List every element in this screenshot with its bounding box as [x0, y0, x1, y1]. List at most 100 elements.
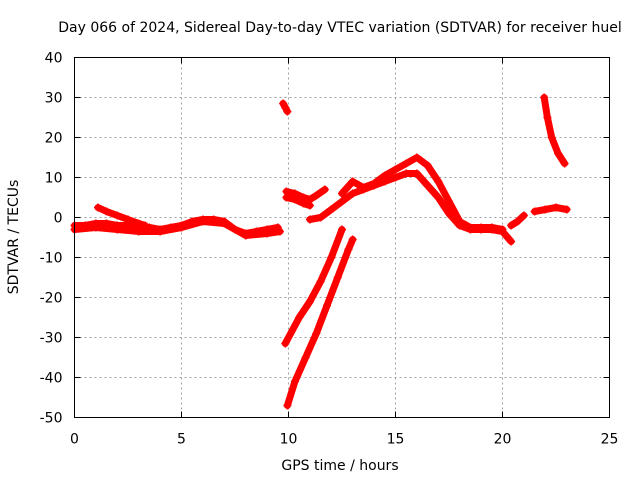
data-point	[290, 195, 299, 204]
data-point	[333, 273, 342, 282]
y-tick-label: -10	[40, 251, 63, 267]
data-point	[94, 203, 102, 212]
y-tick-label: -40	[40, 371, 63, 387]
data-point	[412, 169, 421, 178]
data-point	[282, 193, 291, 202]
data-point	[134, 219, 143, 228]
series-steep-b	[283, 236, 357, 409]
data-point	[344, 245, 353, 254]
data-point	[530, 207, 539, 216]
data-point	[177, 223, 186, 232]
data-point	[507, 237, 516, 246]
data-point	[455, 217, 464, 226]
data-point	[434, 177, 443, 186]
data-point	[301, 353, 310, 362]
axis-ticks: 0 5 10 15 20 25 -50 -40 -30 -20 -10 0 10 20 30 40	[40, 51, 619, 448]
data-point	[423, 181, 432, 190]
data-point	[312, 329, 321, 338]
data-point	[290, 377, 299, 386]
data-point	[391, 165, 400, 174]
data-point	[316, 277, 325, 286]
data-point	[305, 297, 314, 306]
data-point	[283, 107, 292, 116]
data-point	[380, 171, 389, 180]
data-point	[547, 133, 556, 142]
data-point	[402, 169, 411, 178]
data-point	[295, 313, 304, 322]
y-tick-label: 30	[45, 91, 63, 107]
data-point	[348, 235, 357, 244]
data-point	[552, 203, 560, 212]
data-point	[445, 197, 453, 206]
data-point	[156, 227, 165, 236]
data-point	[370, 179, 379, 188]
x-tick-label: 20	[494, 432, 512, 448]
data-point	[391, 173, 400, 182]
plot-frame	[74, 57, 610, 418]
data-point	[543, 113, 552, 122]
y-tick-label: -30	[40, 331, 63, 347]
data-point	[554, 149, 563, 158]
data-point	[540, 93, 549, 102]
data-point	[323, 301, 331, 310]
data-point	[312, 191, 321, 200]
x-axis-label: GPS time / hours	[281, 458, 398, 474]
y-tick-label: 0	[54, 211, 63, 227]
data-point	[513, 217, 522, 226]
data-point	[348, 189, 357, 198]
data-point	[359, 183, 368, 192]
data-point	[113, 211, 122, 220]
data-point	[241, 231, 250, 240]
data-point	[466, 223, 475, 232]
data-point	[305, 201, 314, 210]
x-tick-label: 0	[70, 432, 79, 448]
data-point	[338, 197, 346, 206]
series-flat-21.5-23h	[531, 204, 571, 215]
data-point	[91, 223, 100, 232]
data-point	[124, 215, 132, 224]
data-point	[320, 185, 329, 194]
data-point	[327, 205, 336, 214]
data-point	[412, 153, 421, 162]
data-point	[423, 161, 432, 170]
y-tick-label: 40	[45, 51, 63, 67]
data-point	[316, 213, 325, 222]
data-point	[299, 199, 308, 208]
series-rise-12.5-16h-b	[338, 154, 506, 233]
series-mid-10-11h-b	[282, 194, 314, 209]
data-point	[263, 229, 272, 238]
data-point	[102, 207, 111, 216]
x-tick-label: 15	[387, 432, 405, 448]
data-point	[507, 221, 516, 230]
series-steep-a	[281, 226, 346, 347]
data-point	[327, 253, 336, 262]
data-point	[220, 219, 229, 228]
data-point	[198, 217, 207, 226]
data-point	[283, 401, 292, 410]
data-point	[275, 227, 284, 236]
data-point	[348, 177, 357, 186]
data-point	[498, 225, 507, 234]
data-point	[134, 227, 143, 236]
data-point	[338, 225, 346, 234]
data-point	[113, 225, 122, 234]
y-tick-label: 10	[45, 171, 63, 187]
data-point	[402, 159, 411, 168]
data-point	[541, 205, 550, 214]
x-tick-label: 10	[280, 432, 298, 448]
x-tick-label: 25	[601, 432, 619, 448]
y-tick-label: -50	[40, 411, 63, 427]
y-axis-label: SDTVAR / TECUs	[6, 180, 22, 295]
data-point	[305, 215, 314, 224]
data-layer	[70, 93, 571, 410]
x-tick-label: 5	[177, 432, 186, 448]
data-point	[560, 159, 569, 168]
data-point	[141, 221, 150, 230]
data-point	[519, 211, 528, 220]
data-point	[338, 189, 346, 198]
data-point	[487, 223, 496, 232]
data-point	[477, 223, 486, 232]
y-tick-label: -20	[40, 291, 63, 307]
data-point	[562, 205, 571, 214]
